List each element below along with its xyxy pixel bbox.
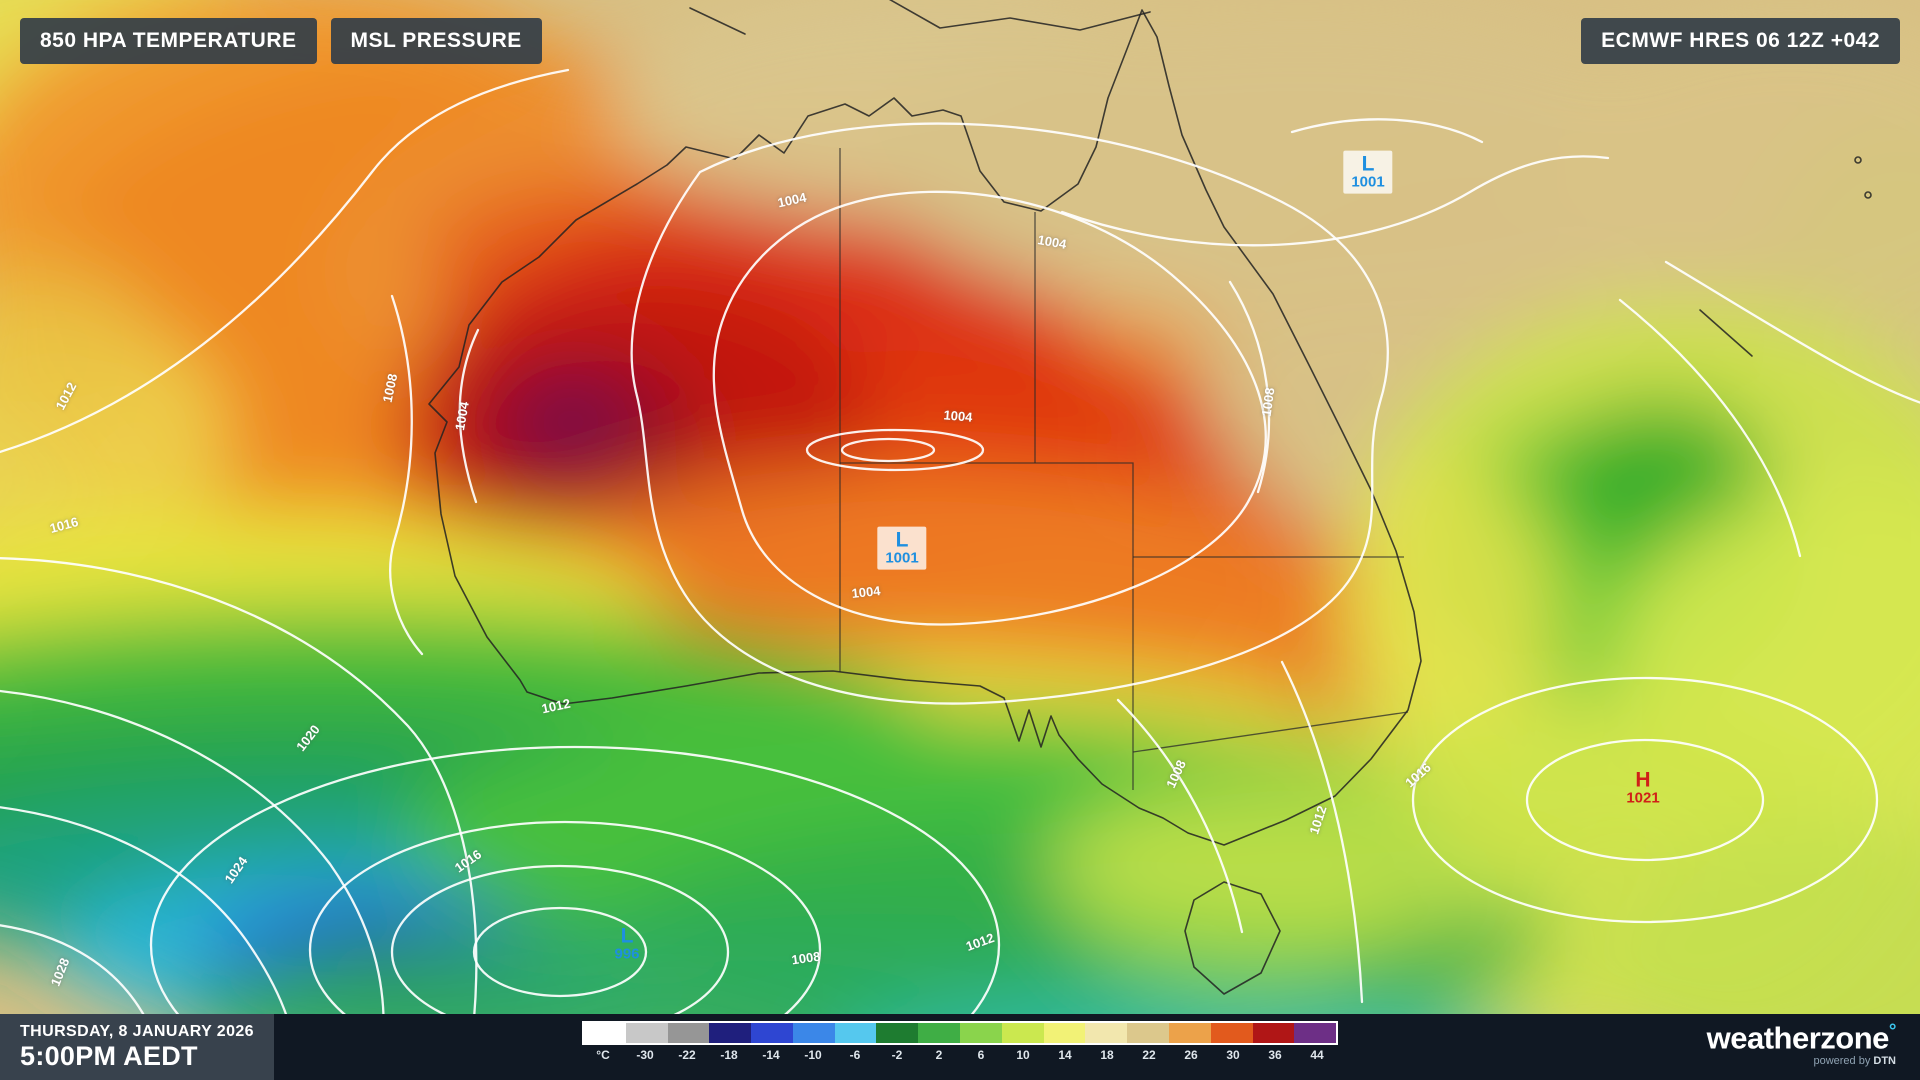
legend-color-cell [667,1023,710,1043]
legend-color-cell [918,1023,961,1043]
legend-color-cell [625,1023,668,1043]
legend-tick: 10 [1016,1048,1030,1062]
isobar-label: 1012 [1306,803,1330,837]
legend-tick: -22 [678,1048,696,1062]
datetime-box: THURSDAY, 8 JANUARY 2026 5:00PM AEDT [0,1014,274,1080]
legend-color-cell [1001,1023,1044,1043]
legend-tick: 44 [1310,1048,1324,1062]
isobar-label: 1016 [451,846,485,876]
state-borders [839,148,1409,790]
pressure-system-l-996: L 996 [614,924,640,964]
isobar-label: 1012 [963,930,997,954]
date-label: THURSDAY, 8 JANUARY 2026 [20,1022,254,1040]
isobar-label: 1016 [1402,759,1434,791]
pressure-system-h-1021: H 1021 [1626,768,1660,808]
isobar-label: 1012 [52,379,80,413]
legend-color-cell [1043,1023,1086,1043]
pressure-system-l-1001: L 1001 [1343,150,1393,194]
isobar-label: 1004 [452,400,472,432]
legend-tick: 30 [1226,1048,1240,1062]
legend-color-cell [751,1023,793,1043]
legend-tick: -30 [636,1048,654,1062]
isobar-label: 1004 [850,583,882,601]
legend-tick: -2 [891,1048,903,1062]
legend-color-cell [792,1023,835,1043]
legend-tick: 18 [1100,1048,1114,1062]
isobar-label: 1004 [776,189,808,211]
isobar-label: 1008 [790,948,822,968]
layer-chip-row: 850 HPA TEMPERATURE MSL PRESSURE [20,18,542,64]
brand-block: weatherzone° powered by DTN [1706,1020,1897,1068]
layer-chip-pressure[interactable]: MSL PRESSURE [330,18,542,64]
legend-tick: 36 [1268,1048,1282,1062]
temperature-legend: °C -30 -22 -18 -14 -10 -6 -2 2 6 10 14 18 22 26 30 36 44 [582,1021,1338,1062]
isobar-label: 1004 [1036,232,1068,252]
isobar-label: 1008 [1163,757,1189,791]
legend-color-cell [1168,1023,1211,1043]
legend-color-cell [1252,1023,1295,1043]
time-label: 5:00PM AEDT [20,1040,198,1071]
coastline [428,0,1872,995]
legend-tick-labels: °C -30 -22 -18 -14 -10 -6 -2 2 6 10 14 18 22 26 30 36 44 [582,1048,1338,1062]
legend-color-cell [1127,1023,1169,1043]
legend-tick: 2 [935,1048,943,1062]
pressure-contours [0,68,1920,1080]
layer-chip-temperature[interactable]: 850 HPA TEMPERATURE [20,18,317,64]
brand-wordmark: weatherzone [1706,1020,1890,1056]
legend-color-cell [709,1023,752,1043]
footer-bar: THURSDAY, 8 JANUARY 2026 5:00PM AEDT °C -… [0,1014,1920,1080]
pressure-system-l-1001: L 1001 [877,526,927,570]
legend-color-cell [1294,1023,1337,1043]
isobar-label: 1024 [221,853,251,887]
legend-color-cell [834,1023,877,1043]
isobar-label: 1016 [48,514,80,536]
legend-tick: 14 [1058,1048,1072,1062]
legend-tick: -18 [720,1048,738,1062]
isobar-label: 1004 [942,407,974,425]
legend-tick: °C [596,1048,610,1062]
isobar-label: 1008 [379,372,401,404]
legend-tick: -6 [849,1048,861,1062]
legend-tick: 22 [1142,1048,1156,1062]
legend-tick: 26 [1184,1048,1198,1062]
legend-tick: 6 [977,1048,985,1062]
legend-color-cell [960,1023,1002,1043]
legend-color-cell [1085,1023,1128,1043]
model-run-label: ECMWF HRES 06 12Z +042 [1581,18,1900,64]
legend-color-cell [876,1023,919,1043]
legend-color-cell [584,1023,626,1043]
isobar-label: 1028 [47,955,73,989]
legend-color-cell [1210,1023,1253,1043]
legend-tick: -14 [762,1048,780,1062]
weatherzone-logo: weatherzone° [1706,1020,1897,1056]
powered-by-label: powered by DTN [1813,1055,1896,1068]
isobar-label: 1008 [1258,386,1278,418]
degree-mark: ° [1888,1021,1897,1042]
legend-tick: -10 [804,1048,822,1062]
isobar-label: 1020 [293,721,323,755]
legend-color-bar [582,1021,1338,1045]
isobar-label: 1012 [540,695,572,717]
